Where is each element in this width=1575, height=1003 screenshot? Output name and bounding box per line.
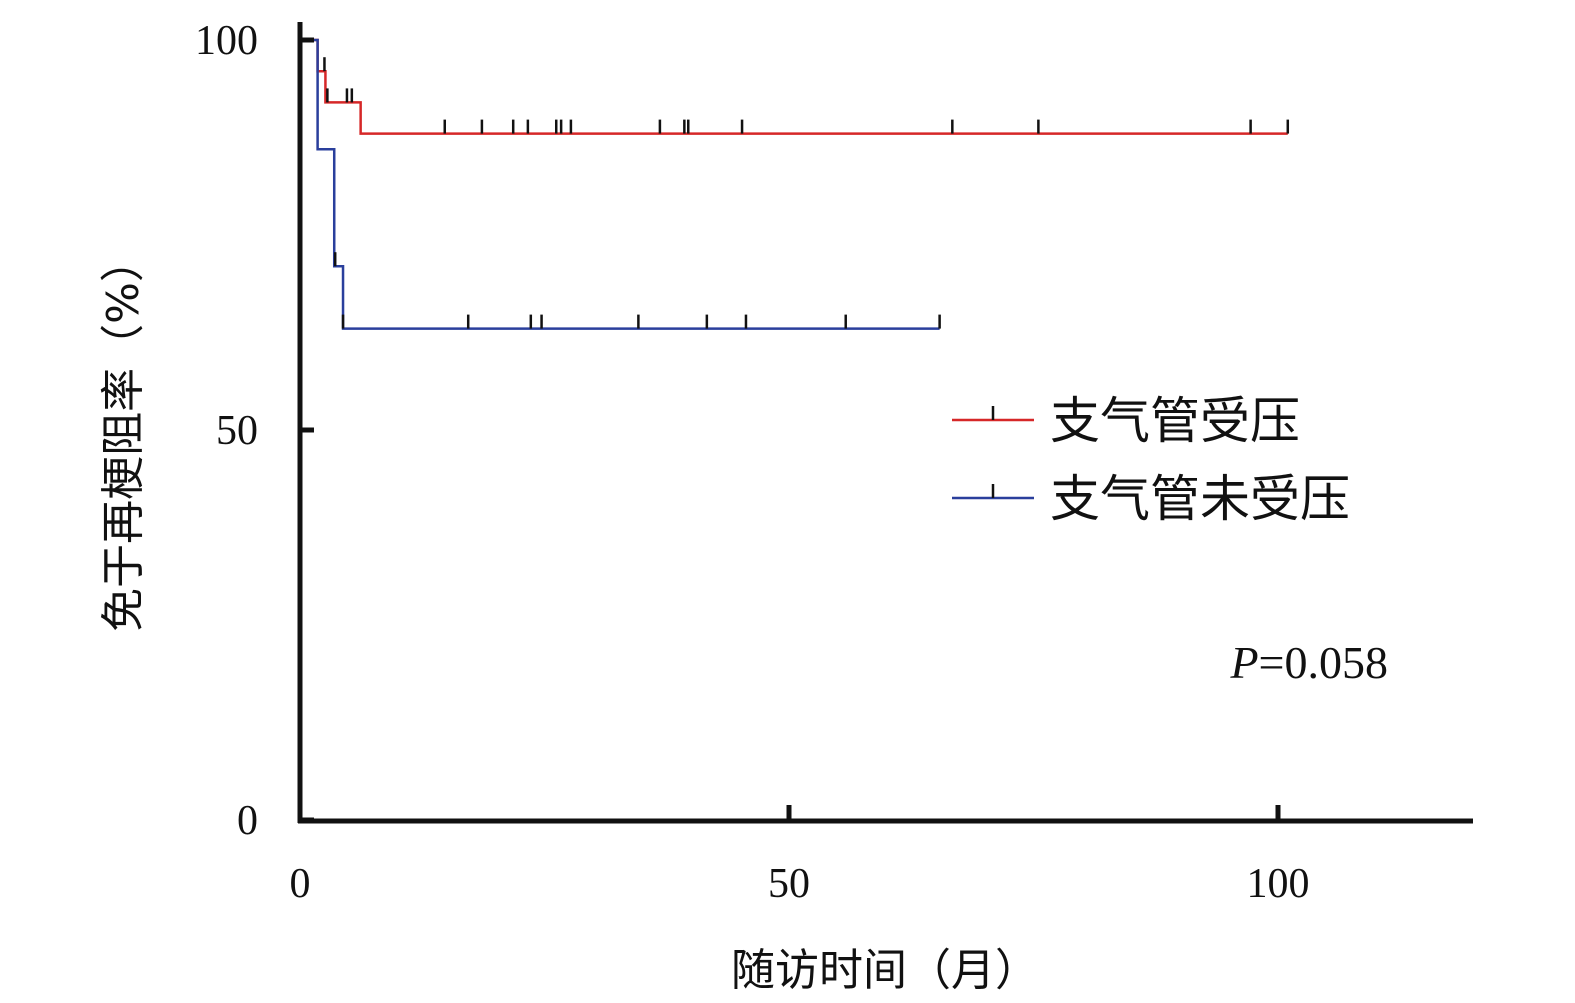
y-tick-label-50: 50 xyxy=(216,408,258,454)
y-tick-label-0: 0 xyxy=(237,798,258,844)
series-2 xyxy=(300,38,941,330)
y-tick-label-100: 100 xyxy=(195,18,258,64)
series-1 xyxy=(300,38,1290,135)
series-layer xyxy=(300,38,1290,330)
legend-item-1: 支气管受压 xyxy=(952,392,1300,450)
legend-label-2: 支气管未受压 xyxy=(1050,470,1350,528)
x-tick-label-0: 0 xyxy=(290,861,311,907)
p-value-number: =0.058 xyxy=(1259,637,1388,688)
series-1-line xyxy=(300,38,1288,135)
ticks-layer: 0 50 100 0 50 100 xyxy=(195,18,1310,907)
x-tick-label-50: 50 xyxy=(768,861,810,907)
series-2-line xyxy=(300,38,940,330)
legend-label-1: 支气管受压 xyxy=(1050,392,1300,450)
legend-item-2: 支气管未受压 xyxy=(952,470,1350,528)
axes-layer xyxy=(297,22,1473,824)
p-value-annotation: P=0.058 xyxy=(1229,637,1388,688)
p-value-label: P xyxy=(1229,637,1258,688)
x-tick-label-100: 100 xyxy=(1247,861,1310,907)
x-axis-label: 随访时间（月） xyxy=(731,945,1039,996)
y-axis-label: 免于再梗阻率（%） xyxy=(98,238,149,632)
